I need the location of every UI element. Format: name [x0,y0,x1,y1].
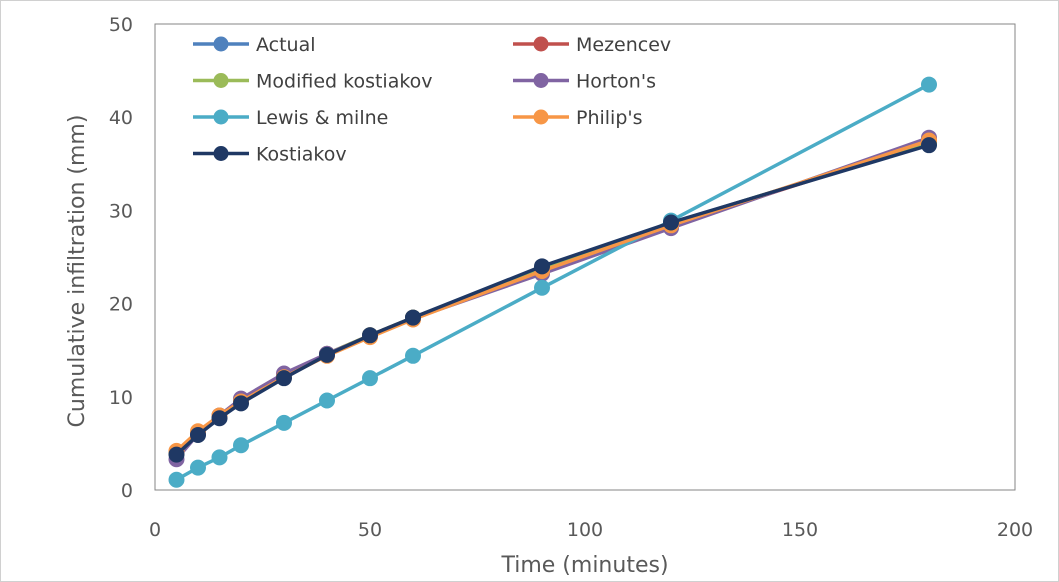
series-mezencev [168,134,937,461]
series-line [175,138,930,453]
series-line [175,141,930,454]
series-philip-s [168,132,937,459]
series-line [175,136,930,461]
plot-border [154,23,1016,491]
legend-marker [533,36,549,52]
legend-entry: Philip's [513,107,643,129]
data-point [405,309,421,326]
data-point [168,446,185,463]
x-tick-label: 200 [997,519,1033,541]
legend-label: Modified kostiakov [256,71,433,93]
legend-entry: Mezencev [513,34,671,56]
data-point [534,258,550,275]
y-tick-label: 10 [109,387,133,409]
legend-entry: Actual [193,34,316,56]
y-tick-label: 20 [109,294,133,316]
data-point [405,347,421,364]
legend-label: Philip's [576,107,643,129]
data-point [362,327,378,344]
legend-label: Actual [256,34,316,56]
legend-entry: Lewis & milne [193,107,388,129]
data-point [233,437,249,454]
data-point [233,395,249,412]
data-point [319,392,335,409]
data-point [921,137,937,154]
series-line [175,141,930,454]
y-tick-label: 40 [109,107,133,129]
legend-label: Lewis & milne [256,107,388,129]
legend-marker [213,109,229,125]
axes: 0 10 20 30 40 50 0 50 100 150 200 [109,14,1033,541]
series-modified-kostiakov [168,135,937,461]
series-layer [168,76,937,488]
x-tick-label: 100 [567,519,603,541]
data-point [190,459,206,476]
series-line [175,143,930,456]
legend-label: Mezencev [576,34,671,56]
data-point [168,471,185,488]
legend-marker [213,73,229,88]
legend-marker [213,146,229,161]
data-point [362,370,378,387]
y-tick-label: 50 [109,14,133,36]
data-point [663,214,679,231]
legend-marker [533,109,549,125]
data-point [921,76,937,93]
y-tick-label: 30 [109,200,133,222]
data-point [211,449,228,466]
x-tick-label: 150 [782,519,818,541]
x-tick-label: 50 [358,519,382,541]
legend-entry: Kostiakov [193,144,347,166]
data-point [276,414,292,431]
legend-marker [213,36,229,52]
x-axis-title: Time (minutes) [500,553,668,578]
data-point [319,346,335,363]
data-point [190,427,206,444]
series-line [175,140,930,454]
y-axis-title: Cumulative infiltration (mm) [65,115,90,428]
series-lewis-milne [168,76,937,488]
legend-entry: Modified kostiakov [193,71,433,93]
y-tick-label: 0 [121,480,133,502]
data-point [534,279,550,296]
legend-marker [533,73,549,88]
plot-area [154,23,1016,491]
legend-entry: Horton's [513,71,656,93]
legend: Actual Mezencev Modified kostiakov Horton's… [193,34,671,166]
series-kostiakov [168,137,937,463]
x-tick-label: 0 [149,519,161,541]
legend-label: Horton's [576,71,656,93]
series-actual [168,135,937,461]
legend-label: Kostiakov [256,144,347,166]
data-point [211,410,228,427]
data-point [276,370,292,387]
